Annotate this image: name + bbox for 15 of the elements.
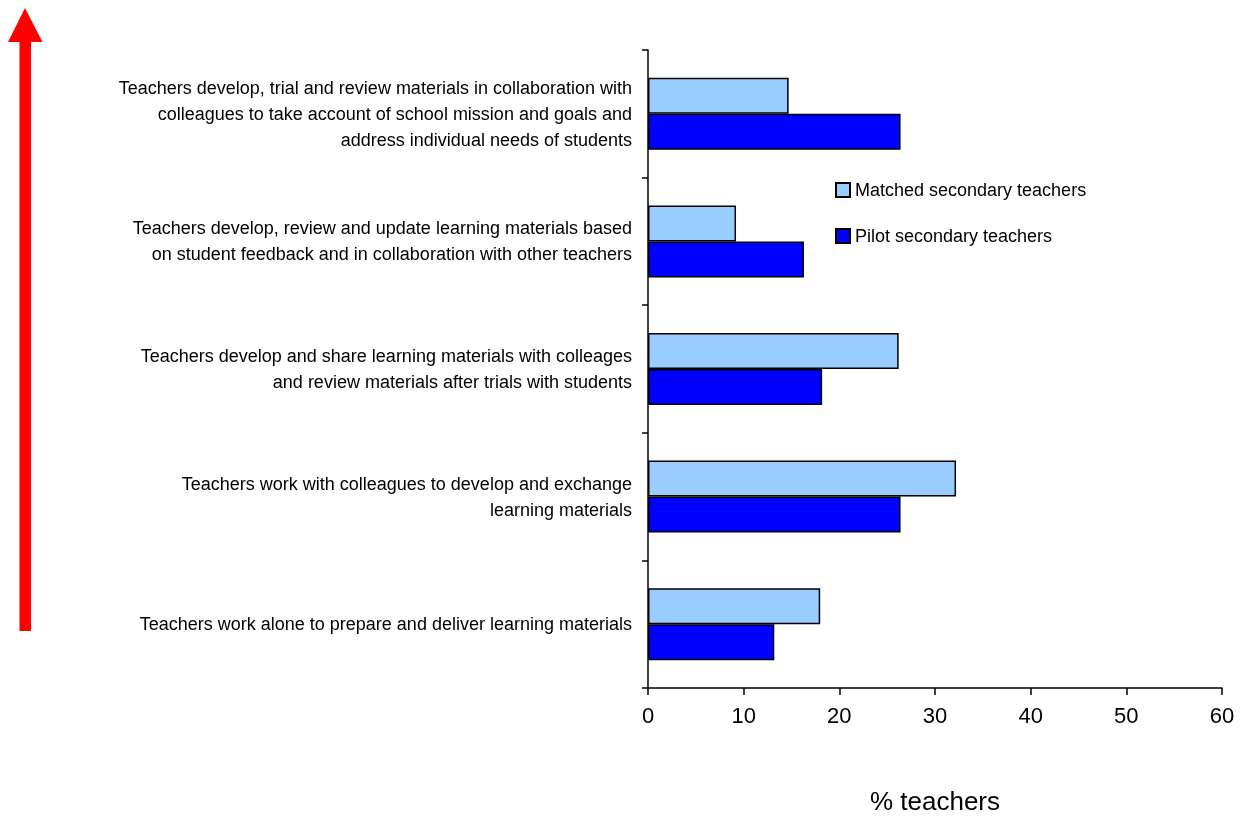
x-tick-label: 50	[1114, 702, 1139, 728]
legend-label: Pilot secondary teachers	[855, 226, 1053, 246]
legend-label: Matched secondary teachers	[855, 180, 1087, 200]
x-tick-label: 60	[1209, 702, 1235, 728]
x-tick-label: 40	[1018, 702, 1043, 728]
x-tick-label: 20	[827, 702, 852, 728]
y-tick-label: Teachers work alone to prepare and deliver learning materials	[139, 614, 632, 635]
x-axis-title: % teachers	[869, 786, 1001, 816]
y-tick-label: Teachers work with colleagues to develop and exchange learning materials	[181, 473, 632, 520]
x-tick-label: 0	[641, 702, 655, 728]
y-tick-label: Teachers develop, trial and review materials in collaboration with colleagues to take account of school mission and goals and address individual needs of students	[118, 77, 632, 150]
y-tick-label: Teachers develop and share learning materials with colleages and review materials after trials with students	[140, 346, 632, 392]
y-tick-label: Teachers develop, review and update learning materials based on student feedback and in collaboration with other teachers	[132, 218, 632, 265]
x-tick-label: 30	[922, 702, 948, 728]
x-tick-label: 10	[731, 702, 756, 728]
